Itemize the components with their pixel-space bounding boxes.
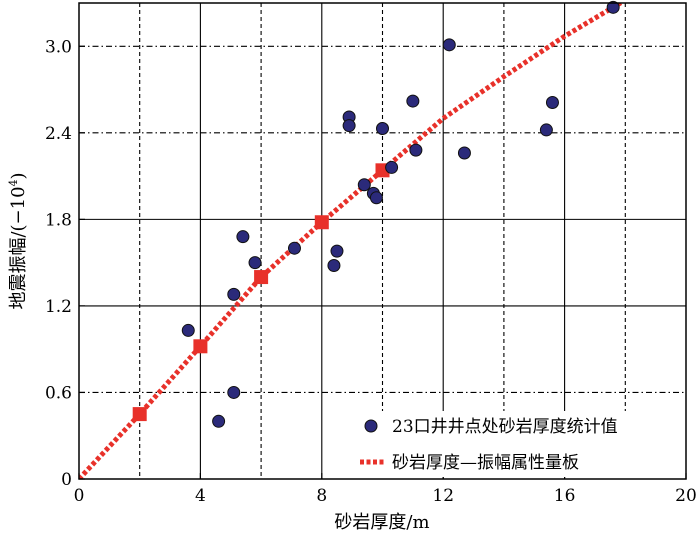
y-tick-label: 1.8 bbox=[45, 210, 72, 230]
y-tick-label: 3.0 bbox=[45, 37, 72, 57]
scatter-point bbox=[376, 121, 389, 135]
x-tick-label: 12 bbox=[432, 486, 454, 506]
x-tick-label: 20 bbox=[675, 486, 697, 506]
plot-frame bbox=[78, 2, 687, 480]
scatter-point bbox=[406, 94, 420, 108]
legend-scatter-label: 23口井井点处砂岩厚度统计值 bbox=[392, 417, 618, 437]
grid bbox=[79, 3, 686, 479]
y-tick-label: 0 bbox=[61, 470, 72, 490]
scatter-point bbox=[606, 0, 620, 14]
scatter-points bbox=[181, 0, 620, 428]
template-square-marker bbox=[193, 339, 208, 354]
legend-line-label: 砂岩厚度—振幅属性量板 bbox=[392, 453, 579, 473]
x-tick-label: 4 bbox=[195, 486, 206, 506]
scatter-point bbox=[248, 256, 262, 270]
scatter-point bbox=[330, 244, 344, 258]
scatter-point bbox=[287, 241, 301, 255]
template-square-marker bbox=[132, 407, 147, 422]
y-tick-label: 0.6 bbox=[45, 383, 72, 403]
template-line bbox=[79, 3, 626, 479]
legend: 23口井井点处砂岩厚度统计值 砂岩厚度—振幅属性量板 bbox=[358, 411, 684, 477]
template-line-path bbox=[79, 3, 626, 479]
scatter-point bbox=[369, 191, 383, 205]
scatter-point bbox=[442, 38, 456, 52]
scatter-point bbox=[357, 178, 371, 192]
scatter-point bbox=[181, 323, 195, 337]
template-square-marker bbox=[254, 270, 269, 285]
scatter-point bbox=[385, 160, 399, 174]
scatter-point bbox=[236, 230, 250, 244]
x-tick-label: 8 bbox=[316, 486, 327, 506]
scatter-point bbox=[457, 146, 471, 160]
scatter-point bbox=[342, 119, 356, 133]
scatter-point bbox=[227, 287, 241, 301]
y-axis-ticks: 0 0.6 1.2 1.8 2.4 3.0 bbox=[45, 37, 85, 490]
x-tick-label: 0 bbox=[74, 486, 85, 506]
y-tick-label: 1.2 bbox=[45, 297, 72, 317]
scatter-point bbox=[327, 259, 341, 273]
scatter-point bbox=[545, 96, 559, 110]
legend-scatter-marker bbox=[364, 419, 378, 433]
scatter-point bbox=[212, 414, 226, 428]
template-square-marker bbox=[314, 215, 329, 230]
y-tick-label: 2.4 bbox=[45, 124, 72, 144]
scatter-point bbox=[409, 143, 423, 157]
y-axis-title: 地震振幅/(−104) bbox=[7, 172, 29, 309]
scatter-point bbox=[539, 123, 553, 137]
scatter-point bbox=[227, 385, 241, 399]
x-tick-label: 16 bbox=[554, 486, 576, 506]
legend-box bbox=[358, 411, 684, 477]
x-axis-title: 砂岩厚度/m bbox=[334, 512, 429, 533]
